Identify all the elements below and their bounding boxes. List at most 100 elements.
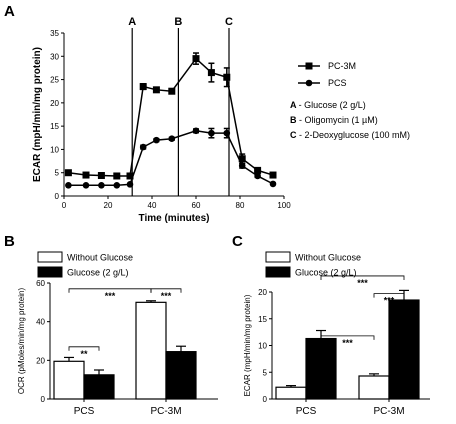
data-point-circle	[98, 181, 105, 189]
y-tick-label: 10	[50, 145, 59, 154]
significance-label: ***	[161, 291, 172, 301]
injection-note: A - Glucose (2 g/L)	[290, 100, 366, 110]
y-tick-label: 40	[36, 318, 45, 327]
x-tick-label: 0	[62, 201, 67, 210]
category-label: PCS	[296, 406, 317, 417]
legend-label: Without Glucose	[295, 253, 361, 263]
bar	[388, 299, 420, 400]
data-point-square	[269, 171, 277, 179]
injection-label: A	[128, 16, 136, 28]
y-tick-label: 35	[50, 29, 59, 38]
legend-label: Glucose (2 g/L)	[295, 268, 357, 278]
data-point-circle	[65, 181, 72, 189]
y-tick-label: 0	[41, 395, 46, 404]
data-point-circle	[192, 127, 200, 135]
panel-letter: B	[4, 233, 15, 250]
data-point-square	[64, 169, 72, 177]
y-tick-label: 15	[50, 122, 59, 131]
data-point-circle	[168, 135, 176, 143]
bar	[305, 337, 337, 400]
x-tick-label: 40	[148, 201, 157, 210]
y-axis-title: OCR (pMoles/min/mg protein)	[17, 288, 26, 395]
injection-note-key: A	[290, 100, 299, 110]
data-point-circle	[208, 129, 215, 137]
x-tick-label: 60	[192, 201, 201, 210]
panel-b: B Without Glucose Glucose (2 g/L) 0 20 40 60 OC…	[4, 233, 218, 417]
data-point-square	[254, 166, 262, 174]
significance-label: **	[80, 349, 88, 359]
injection-note: B - Oligomycin (1 µM)	[290, 115, 378, 125]
injection-note-key: C	[290, 130, 299, 140]
data-point-square	[82, 171, 90, 179]
data-point-square	[139, 83, 147, 91]
y-tick-label: 20	[50, 99, 59, 108]
data-point-square	[192, 55, 200, 63]
legend-swatch	[265, 266, 291, 278]
category-label: PC-3M	[150, 406, 181, 417]
injection-note-key: B	[290, 115, 299, 125]
panel-a: A 0 5 10 15 20 25 30 35 0 20 40 60 80 100 Time (minutes…	[4, 3, 410, 224]
y-axis-title: ECAR (mpH/min/mg protein)	[32, 47, 43, 182]
category-label: PC-3M	[373, 406, 404, 417]
panel-letter: A	[4, 3, 15, 20]
x-tick-label: 100	[277, 201, 291, 210]
legend-label: PCS	[328, 78, 347, 88]
category-label: PCS	[74, 406, 95, 417]
significance-bracket	[150, 288, 182, 293]
significance-label: ***	[105, 291, 116, 301]
x-tick-label: 80	[236, 201, 245, 210]
legend-marker-circle	[305, 79, 313, 87]
y-tick-label: 20	[258, 288, 267, 297]
y-tick-label: 20	[36, 356, 45, 365]
data-point-circle	[269, 180, 277, 188]
y-tick-label: 15	[258, 315, 267, 324]
legend-marker-square	[305, 62, 313, 70]
significance-bracket	[373, 293, 405, 298]
data-point-circle	[113, 181, 121, 189]
data-point-square	[126, 172, 134, 180]
data-point-square	[238, 155, 246, 163]
data-point-circle	[153, 136, 160, 144]
legend-swatch	[37, 266, 63, 278]
bar	[83, 374, 115, 400]
x-axis-title: Time (minutes)	[139, 213, 210, 224]
significance-bracket	[320, 335, 375, 340]
data-point-circle	[254, 172, 261, 180]
data-point-circle	[238, 162, 246, 170]
injection-note-text: - 2-Deoxyglucose (100 mM)	[299, 130, 410, 140]
panel-letter: C	[232, 233, 243, 250]
significance-label: ***	[342, 338, 353, 348]
injection-note: C - 2-Deoxyglucose (100 mM)	[290, 130, 410, 140]
y-tick-label: 5	[55, 169, 60, 178]
legend-label: PC-3M	[328, 61, 356, 71]
significance-label: ***	[384, 296, 395, 306]
panel-c: C Without Glucose Glucose (2 g/L) 0 5 10 15 20 E…	[232, 233, 430, 417]
significance-bracket	[320, 275, 405, 280]
y-tick-label: 0	[55, 192, 60, 201]
significance-label: ***	[357, 278, 368, 288]
data-point-circle	[126, 181, 134, 188]
x-tick-label: 20	[104, 201, 113, 210]
bar	[53, 360, 85, 400]
data-point-circle	[139, 143, 147, 151]
significance-bracket	[68, 346, 100, 351]
legend-swatch	[37, 251, 63, 263]
y-tick-label: 10	[258, 342, 267, 351]
legend-swatch	[265, 251, 291, 263]
data-point-square	[113, 172, 121, 180]
bar	[165, 351, 197, 400]
data-point-circle	[223, 129, 231, 137]
y-axis-title: ECAR (mpH/min/mg protein)	[243, 294, 252, 396]
data-point-square	[152, 86, 160, 94]
data-point-square	[223, 73, 231, 81]
y-tick-label: 0	[263, 395, 268, 404]
bar	[135, 301, 167, 400]
y-tick-label: 30	[50, 52, 59, 61]
injection-note-text: - Oligomycin (1 µM)	[299, 115, 378, 125]
data-point-square	[207, 69, 215, 77]
bar	[358, 375, 390, 400]
data-point-circle	[82, 181, 90, 189]
injection-label: B	[174, 16, 182, 28]
injection-label: C	[225, 16, 233, 28]
